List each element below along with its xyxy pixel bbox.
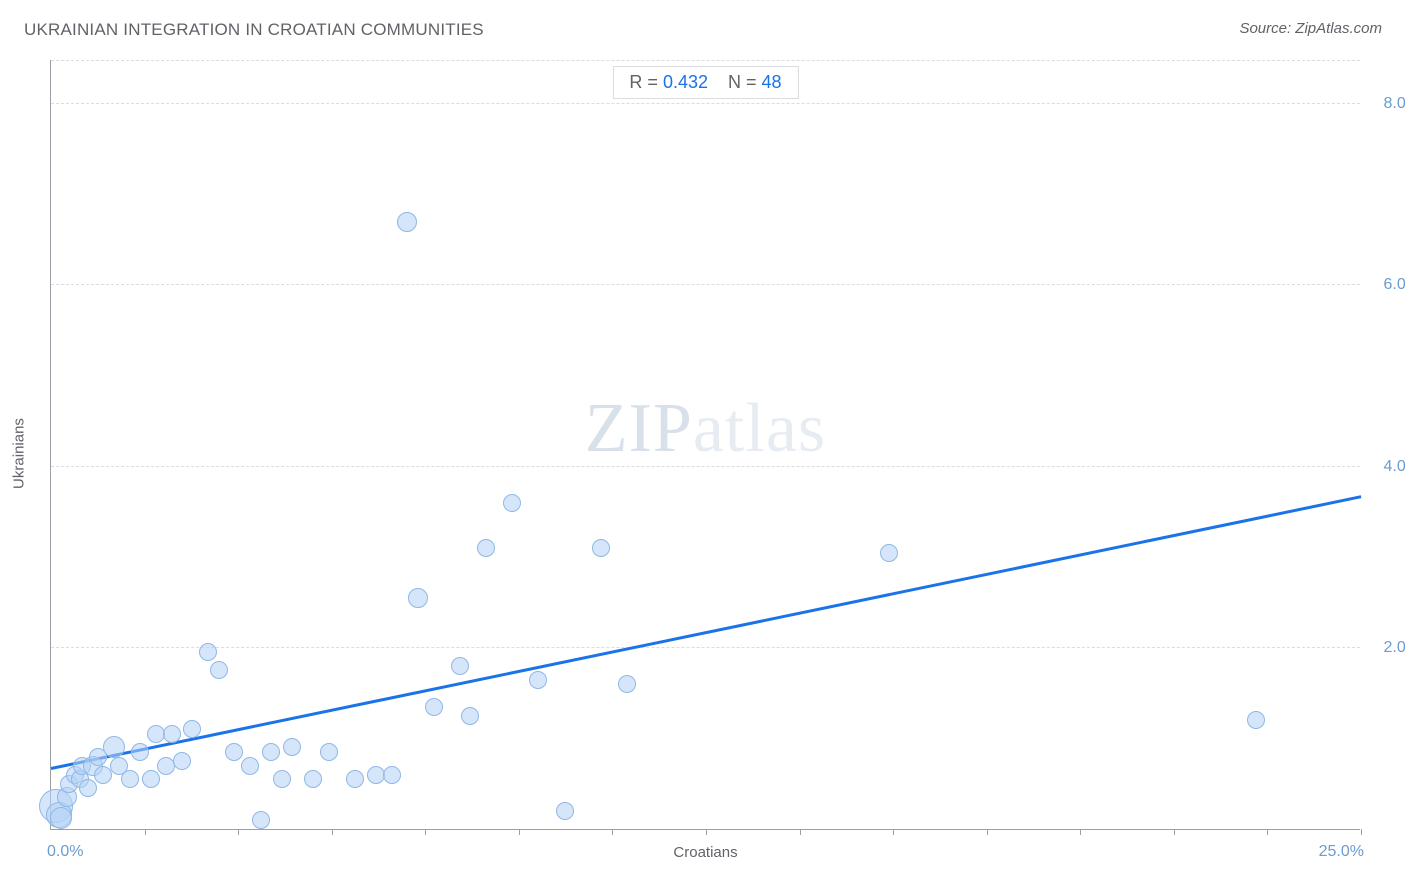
data-point: [383, 766, 401, 784]
x-max-label: 25.0%: [1319, 843, 1364, 861]
data-point: [121, 770, 139, 788]
x-tick: [612, 829, 613, 835]
data-point: [880, 544, 898, 562]
data-point: [304, 770, 322, 788]
x-tick: [706, 829, 707, 835]
y-tick-label: 6.0%: [1365, 276, 1406, 294]
x-tick: [145, 829, 146, 835]
data-point: [273, 770, 291, 788]
data-point: [103, 736, 125, 758]
r-label: R =: [629, 72, 658, 92]
x-tick: [332, 829, 333, 835]
x-axis-label: Croatians: [673, 844, 737, 861]
watermark: ZIPatlas: [585, 389, 826, 469]
gridline: [51, 60, 1360, 61]
chart-title: UKRAINIAN INTEGRATION IN CROATIAN COMMUN…: [24, 20, 484, 40]
x-tick: [1080, 829, 1081, 835]
y-tick-label: 4.0%: [1365, 458, 1406, 476]
data-point: [79, 779, 97, 797]
data-point: [142, 770, 160, 788]
data-point: [451, 657, 469, 675]
y-axis-label: Ukrainians: [11, 418, 28, 489]
n-value: 48: [762, 72, 782, 92]
x-tick: [425, 829, 426, 835]
data-point: [283, 738, 301, 756]
data-point: [408, 588, 428, 608]
data-point: [252, 811, 270, 829]
data-point: [556, 802, 574, 820]
x-tick: [800, 829, 801, 835]
data-point: [131, 743, 149, 761]
gridline: [51, 466, 1360, 467]
data-point: [592, 539, 610, 557]
data-point: [163, 725, 181, 743]
data-point: [199, 643, 217, 661]
data-point: [425, 698, 443, 716]
data-point: [241, 757, 259, 775]
data-point: [320, 743, 338, 761]
data-point: [397, 212, 417, 232]
x-tick: [1174, 829, 1175, 835]
n-label: N =: [728, 72, 757, 92]
trendline: [51, 495, 1362, 770]
data-point: [1247, 711, 1265, 729]
data-point: [225, 743, 243, 761]
data-point: [346, 770, 364, 788]
x-tick: [519, 829, 520, 835]
source-attribution: Source: ZipAtlas.com: [1239, 20, 1382, 37]
data-point: [618, 675, 636, 693]
r-value: 0.432: [663, 72, 708, 92]
x-min-label: 0.0%: [47, 843, 83, 861]
x-tick: [238, 829, 239, 835]
data-point: [461, 707, 479, 725]
data-point: [173, 752, 191, 770]
y-tick-label: 8.0%: [1365, 95, 1406, 113]
stats-box: R = 0.432 N = 48: [612, 66, 798, 99]
data-point: [477, 539, 495, 557]
data-point: [210, 661, 228, 679]
data-point: [529, 671, 547, 689]
data-point: [50, 807, 72, 829]
gridline: [51, 647, 1360, 648]
x-tick: [893, 829, 894, 835]
scatter-chart: ZIPatlas R = 0.432 N = 48 Ukrainians Cro…: [50, 60, 1360, 830]
data-point: [503, 494, 521, 512]
gridline: [51, 103, 1360, 104]
x-tick: [1361, 829, 1362, 835]
x-tick: [987, 829, 988, 835]
data-point: [183, 720, 201, 738]
y-tick-label: 2.0%: [1365, 639, 1406, 657]
data-point: [262, 743, 280, 761]
x-tick: [1267, 829, 1268, 835]
gridline: [51, 284, 1360, 285]
